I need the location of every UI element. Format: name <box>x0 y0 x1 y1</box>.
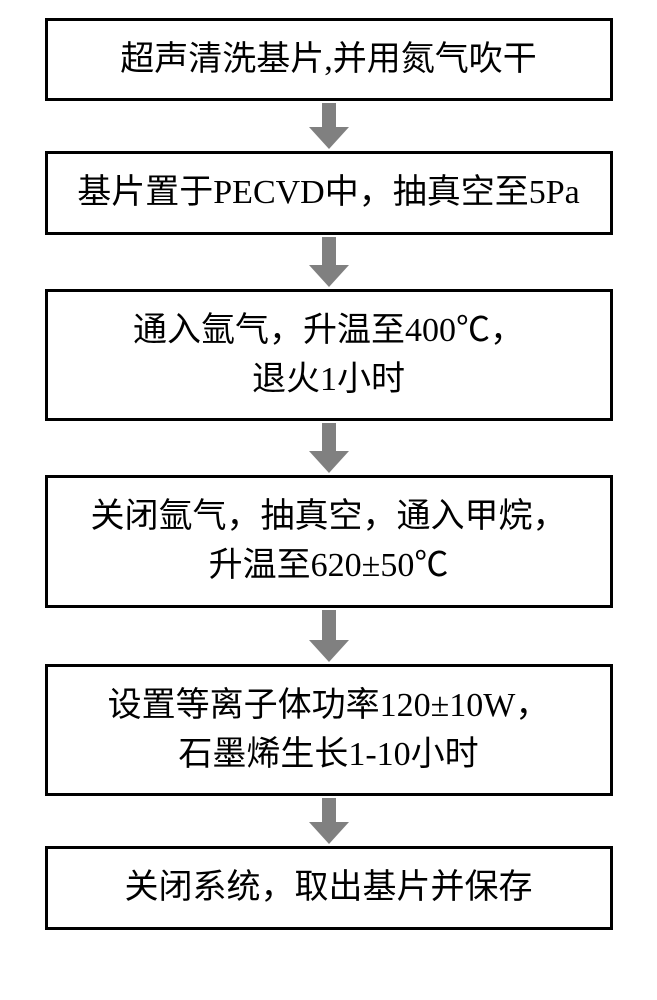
step-box-3: 通入氩气，升温至400℃， 退火1小时 <box>45 289 613 422</box>
step-text-1: 超声清洗基片,并用氮气吹干 <box>120 35 537 84</box>
flowchart-container: 超声清洗基片,并用氮气吹干 基片置于PECVD中，抽真空至5Pa 通入氩气，升温… <box>0 0 657 950</box>
step-box-4: 关闭氩气，抽真空，通入甲烷， 升温至620±50℃ <box>45 475 613 608</box>
step-text-5: 设置等离子体功率120±10W， 石墨烯生长1-10小时 <box>108 681 550 780</box>
step-text-2: 基片置于PECVD中，抽真空至5Pa <box>77 168 579 217</box>
step-text-3: 通入氩气，升温至400℃， 退火1小时 <box>133 306 524 405</box>
step-box-2: 基片置于PECVD中，抽真空至5Pa <box>45 151 613 234</box>
step-box-5: 设置等离子体功率120±10W， 石墨烯生长1-10小时 <box>45 664 613 797</box>
step-text-6: 关闭系统，取出基片并保存 <box>125 863 533 912</box>
step-box-6: 关闭系统，取出基片并保存 <box>45 846 613 929</box>
step-box-1: 超声清洗基片,并用氮气吹干 <box>45 18 613 101</box>
step-text-4: 关闭氩气，抽真空，通入甲烷， 升温至620±50℃ <box>91 492 567 591</box>
